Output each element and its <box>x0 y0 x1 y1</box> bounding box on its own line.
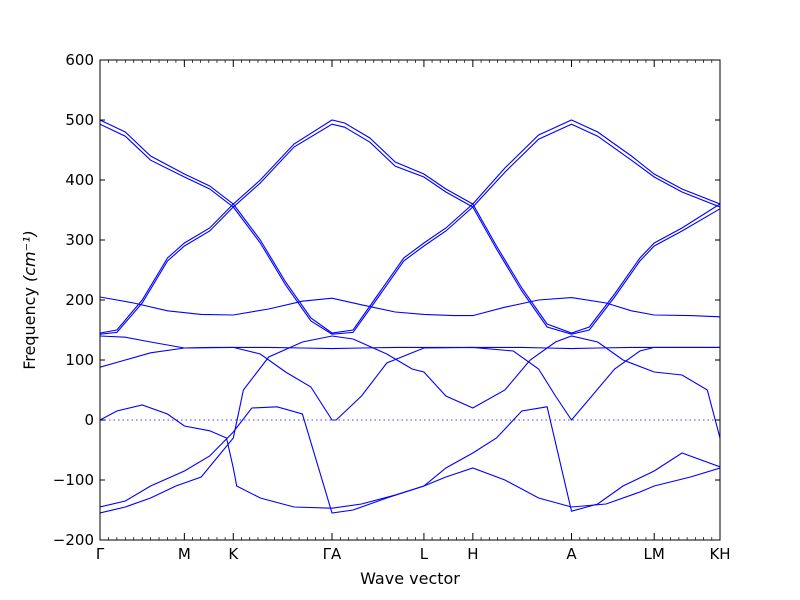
x-tick-label-H: H <box>467 545 478 563</box>
band-line-7 <box>100 335 720 421</box>
y-axis-label-text: Frequency <box>20 287 39 370</box>
y-tick-label: −200 <box>53 531 94 549</box>
band-lines-layer <box>100 119 720 514</box>
y-tick-label: 400 <box>65 171 94 189</box>
x-axis-label: Wave vector <box>360 569 460 588</box>
x-tick-label-ΓA: ΓA <box>323 545 342 563</box>
x-tick-label-K: K <box>228 545 239 563</box>
y-axis-label: Frequency (cm⁻¹) <box>20 230 39 369</box>
x-tick-label-A: A <box>566 545 577 563</box>
band-line-4 <box>100 206 720 335</box>
x-tick-label-KH: KH <box>709 545 730 563</box>
y-tick-label: 100 <box>65 351 94 369</box>
band-line-9 <box>100 335 720 514</box>
plot-frame <box>99 59 721 541</box>
y-tick-label: 600 <box>65 51 94 69</box>
x-tick-label-L: L <box>420 545 429 563</box>
y-tick-label: 300 <box>65 231 94 249</box>
band-line-5 <box>100 296 720 318</box>
y-tick-label: 0 <box>84 411 94 429</box>
band-line-3 <box>100 203 720 334</box>
band-line-10 <box>100 406 720 514</box>
x-tick-label-LM: LM <box>644 545 665 563</box>
y-axis-label-unit: (cm⁻¹) <box>20 230 39 282</box>
band-line-2 <box>100 123 720 208</box>
x-tick-label-Γ: Γ <box>96 545 105 563</box>
band-line-6 <box>100 346 720 368</box>
x-ticks-layer: Γ M K ΓA L H A LM KH <box>96 60 731 563</box>
y-tick-label: 500 <box>65 111 94 129</box>
y-tick-label: −100 <box>53 471 94 489</box>
y-tick-label: 200 <box>65 291 94 309</box>
band-line-8 <box>100 404 720 509</box>
y-ticks-layer: −200 −100 0 100 200 300 400 500 600 <box>53 51 720 549</box>
x-tick-label-M: M <box>178 545 191 563</box>
band-line-1 <box>100 119 720 205</box>
